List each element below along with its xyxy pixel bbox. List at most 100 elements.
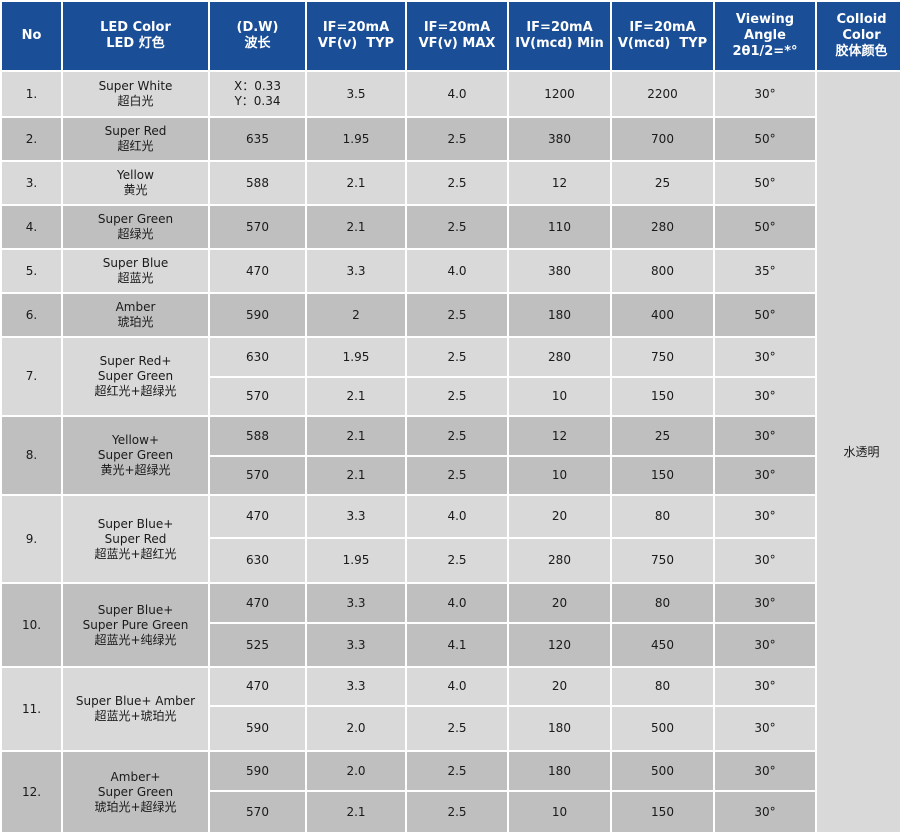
cell-no: 4. xyxy=(2,206,61,248)
cell-wavelength: X：0.33 Y：0.34 xyxy=(210,72,305,116)
cell-wavelength: 588 xyxy=(210,417,305,455)
led-color-line: 超白光 xyxy=(117,94,154,108)
cell-iv-typ: 800 xyxy=(612,250,713,292)
cell-iv-typ: 80 xyxy=(612,668,713,705)
cell-vf-max: 4.0 xyxy=(407,584,507,622)
cell-wavelength: 590 xyxy=(210,294,305,336)
cell-wavelength: 470 xyxy=(210,496,305,537)
led-color-line: Super Green xyxy=(97,448,174,462)
led-color-line: 黄光 xyxy=(123,183,148,197)
cell-viewing-angle: 30° xyxy=(715,496,815,537)
table-row: 9. Super Blue+ Super Red 超蓝光+超红光 470 3.3 4.0 20… xyxy=(2,496,900,582)
table-row: 570 2.1 2.5 10 150 30° xyxy=(2,378,900,415)
wavelength-line: 525 xyxy=(246,637,269,652)
cell-led-color: Yellow+ Super Green 黄光+超绿光 xyxy=(63,417,208,494)
led-color-line: Super Blue xyxy=(102,256,169,270)
header-vf-max-line1: IF=20mA xyxy=(423,20,491,35)
led-color-line: 琥珀光+超绿光 xyxy=(94,799,177,814)
header-iv-min: IF=20mA IV(mcd) Min xyxy=(509,2,610,70)
cell-vf-typ: 2.1 xyxy=(307,206,405,248)
cell-vf-max: 2.5 xyxy=(407,378,507,415)
wavelength-line: 588 xyxy=(246,428,269,443)
header-vf-typ-line1: IF=20mA xyxy=(322,20,390,35)
table-row: 5. Super Blue 超蓝光 470 3.3 4.0 380 800 35° xyxy=(2,250,900,292)
cell-vf-typ: 2.1 xyxy=(307,162,405,204)
cell-viewing-angle: 30° xyxy=(715,792,815,832)
wavelength-line: 570 xyxy=(246,389,269,403)
header-led-color: LED Color LED 灯色 xyxy=(63,2,208,70)
led-color-line: Super Blue+ Amber xyxy=(75,694,196,708)
table-row: 525 3.3 4.1 120 450 30° xyxy=(2,624,900,666)
table-header: No LED Color LED 灯色 (D.W) 波长 IF=20mA VF(… xyxy=(2,2,900,70)
cell-iv-typ: 80 xyxy=(612,496,713,537)
cell-led-color: Super Red+ Super Green 超红光+超绿光 xyxy=(63,338,208,415)
cell-vf-typ: 2.1 xyxy=(307,792,405,832)
table-row: 4. Super Green 超绿光 570 2.1 2.5 110 280 50° xyxy=(2,206,900,248)
cell-vf-max: 2.5 xyxy=(407,162,507,204)
led-color-line: Amber xyxy=(115,300,156,314)
cell-vf-max: 2.5 xyxy=(407,206,507,248)
cell-iv-typ: 700 xyxy=(612,118,713,160)
cell-vf-typ: 3.3 xyxy=(307,624,405,666)
cell-viewing-angle: 50° xyxy=(715,294,815,336)
cell-viewing-angle: 30° xyxy=(715,624,815,666)
header-vf-typ-line2: VF(v) TYP xyxy=(317,36,395,51)
table-body: 1. Super White 超白光 X：0.33 Y：0.34 3.5 4.0 1200 22… xyxy=(2,72,900,832)
header-iv-min-line1: IF=20mA xyxy=(526,20,593,35)
cell-wavelength: 635 xyxy=(210,118,305,160)
header-vf-typ: IF=20mA VF(v) TYP xyxy=(307,2,405,70)
cell-led-color: Super White 超白光 xyxy=(63,72,208,116)
cell-iv-min: 10 xyxy=(509,792,610,832)
header-viewing-angle: Viewing Angle 2θ1/2=*° xyxy=(715,2,815,70)
cell-no: 5. xyxy=(2,250,61,292)
cell-iv-min: 10 xyxy=(509,378,610,415)
cell-viewing-angle: 30° xyxy=(715,378,815,415)
table-row: 6. Amber 琥珀光 590 2 2.5 180 400 50° xyxy=(2,294,900,336)
led-color-line: Yellow+ xyxy=(112,433,159,447)
wavelength-line: 570 xyxy=(246,468,269,482)
header-dw-en: (D.W) xyxy=(236,20,279,35)
cell-iv-typ: 500 xyxy=(612,707,713,750)
cell-wavelength: 570 xyxy=(210,206,305,248)
cell-vf-max: 2.5 xyxy=(407,338,507,376)
cell-vf-max: 4.0 xyxy=(407,250,507,292)
cell-vf-max: 2.5 xyxy=(407,118,507,160)
cell-led-color: Super Blue+ Amber 超蓝光+琥珀光 xyxy=(63,668,208,750)
cell-no: 2. xyxy=(2,118,61,160)
cell-iv-min: 1200 xyxy=(509,72,610,116)
header-angle-line1: Viewing Angle xyxy=(735,12,795,43)
cell-viewing-angle: 50° xyxy=(715,206,815,248)
cell-vf-typ: 3.3 xyxy=(307,668,405,705)
cell-led-color: Yellow 黄光 xyxy=(63,162,208,204)
table-row: 630 1.95 2.5 280 750 30° xyxy=(2,539,900,582)
cell-no: 9. xyxy=(2,496,61,582)
table-row: 1. Super White 超白光 X：0.33 Y：0.34 3.5 4.0 1200 22… xyxy=(2,72,900,832)
table-row: 2. Super Red 超红光 635 1.95 2.5 380 700 50° xyxy=(2,118,900,160)
cell-led-color: Amber 琥珀光 xyxy=(63,294,208,336)
cell-no: 6. xyxy=(2,294,61,336)
header-dominant-wavelength: (D.W) 波长 xyxy=(210,2,305,70)
table-row: 12. Amber+ Super Green 琥珀光+超绿光 590 2.0 2.5 180 5… xyxy=(2,752,900,832)
cell-vf-typ: 1.95 xyxy=(307,539,405,582)
wavelength-line: 570 xyxy=(246,219,269,234)
cell-iv-min: 20 xyxy=(509,496,610,537)
cell-iv-min: 280 xyxy=(509,338,610,376)
table-row: 570 2.1 2.5 10 150 30° xyxy=(2,792,900,832)
cell-vf-typ: 2 xyxy=(307,294,405,336)
led-color-line: Super White xyxy=(98,79,173,93)
cell-iv-min: 12 xyxy=(509,417,610,455)
cell-iv-typ: 150 xyxy=(612,457,713,494)
cell-iv-min: 20 xyxy=(509,584,610,622)
cell-no: 7. xyxy=(2,338,61,415)
header-row: No LED Color LED 灯色 (D.W) 波长 IF=20mA VF(… xyxy=(2,2,900,70)
cell-iv-typ: 150 xyxy=(612,792,713,832)
header-led-color-cn: LED 灯色 xyxy=(106,36,165,51)
cell-iv-min: 280 xyxy=(509,539,610,582)
led-color-line: Super Blue+ xyxy=(97,516,174,531)
wavelength-line: 570 xyxy=(246,804,269,819)
table-row: 590 2.0 2.5 180 500 30° xyxy=(2,707,900,750)
wavelength-line: 590 xyxy=(246,307,269,322)
header-colloid-en: Colloid Color xyxy=(836,12,887,43)
cell-iv-typ: 400 xyxy=(612,294,713,336)
cell-wavelength: 570 xyxy=(210,792,305,832)
